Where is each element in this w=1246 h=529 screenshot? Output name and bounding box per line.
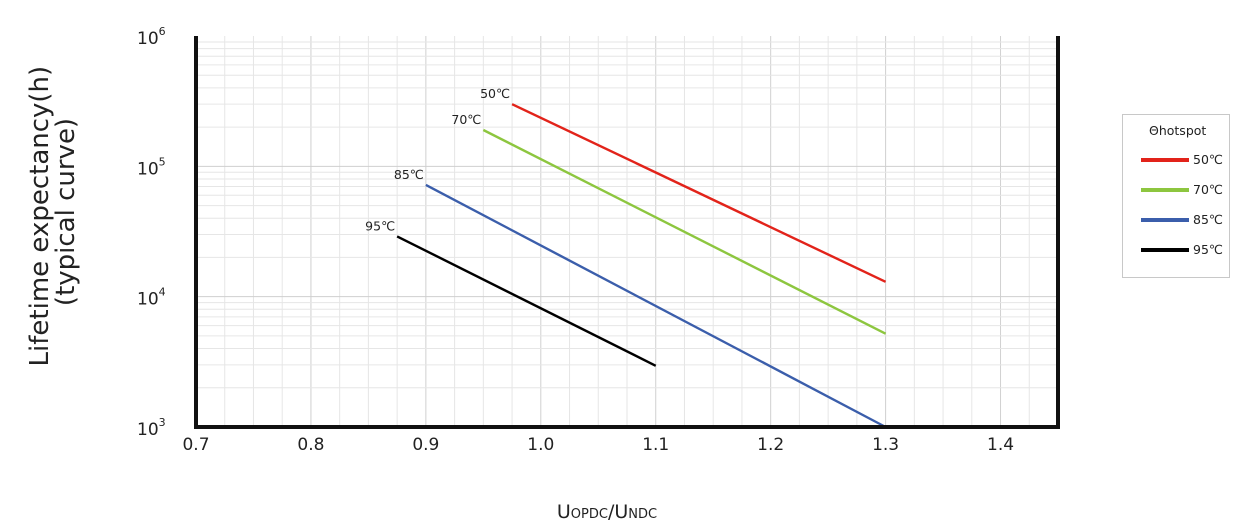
x-axis-label-sub2: NDC <box>628 507 657 522</box>
x-tick-label: 0.7 <box>182 435 209 455</box>
legend-item: 85℃ <box>1141 210 1227 230</box>
series-label: 95℃ <box>365 218 395 233</box>
x-tick-label: 1.2 <box>757 435 784 455</box>
y-tick-base: 10 <box>137 290 159 310</box>
y-tick-exponent: 6 <box>159 25 166 38</box>
grid <box>195 36 1059 428</box>
x-tick-label: 1.3 <box>872 435 899 455</box>
legend-label: 95℃ <box>1193 242 1223 257</box>
legend-swatch <box>1141 188 1189 192</box>
y-tick-label: 106 <box>137 25 166 49</box>
series-line <box>425 183 887 429</box>
x-tick-label: 1.4 <box>987 435 1014 455</box>
legend-swatch <box>1141 248 1189 252</box>
x-axis-label-u2: U <box>614 501 628 523</box>
legend-title: Θhotspot <box>1149 123 1207 138</box>
legend-swatch <box>1141 158 1189 162</box>
axes <box>194 36 1060 429</box>
series-line <box>511 103 887 283</box>
x-tick-label: 1.1 <box>642 435 669 455</box>
legend-item: 70℃ <box>1141 180 1227 200</box>
y-tick-label: 104 <box>137 286 166 310</box>
y-tick-base: 10 <box>137 29 159 49</box>
y-tick-exponent: 3 <box>159 416 166 429</box>
x-axis-label-sub1: OPDC <box>571 507 608 522</box>
x-axis-label-u1: U <box>557 501 571 523</box>
legend-label: 85℃ <box>1193 212 1223 227</box>
series-label: 70℃ <box>451 112 481 127</box>
y-tick-label: 105 <box>137 155 166 179</box>
series-line <box>482 128 887 335</box>
legend-item: 50℃ <box>1141 150 1227 170</box>
x-tick-label: 0.9 <box>412 435 439 455</box>
series-line <box>396 235 657 367</box>
x-tick-labels: 0.7 0.8 0.9 1.0 1.1 1.2 1.3 1.4 <box>182 435 1014 455</box>
y-axis-label: Lifetime expectancy(h) (typical curve) <box>25 58 81 367</box>
legend: Θhotspot 50℃ 70℃ 85℃ 95℃ <box>1122 114 1230 278</box>
legend-label: 70℃ <box>1193 182 1223 197</box>
legend-swatch <box>1141 218 1189 222</box>
series-lines <box>396 103 887 429</box>
y-tick-exponent: 5 <box>159 155 166 168</box>
legend-item: 95℃ <box>1141 240 1227 260</box>
legend-label: 50℃ <box>1193 152 1223 167</box>
y-axis-label-line1: Lifetime expectancy(h) <box>25 66 55 367</box>
series-label: 50℃ <box>480 86 510 101</box>
x-tick-label: 0.8 <box>297 435 324 455</box>
y-tick-exponent: 4 <box>159 286 166 299</box>
x-tick-label: 1.0 <box>527 435 554 455</box>
x-axis-label-sep: / <box>608 501 615 523</box>
series-labels: 50℃ 70℃ 85℃ 95℃ <box>365 86 510 233</box>
series-label: 85℃ <box>394 167 424 182</box>
y-axis-label-line2: (typical curve) <box>51 118 81 306</box>
x-axis-label: UOPDC/UNDC <box>557 501 657 523</box>
y-tick-base: 10 <box>137 159 159 179</box>
y-tick-label: 103 <box>137 416 166 440</box>
y-tick-base: 10 <box>137 420 159 440</box>
